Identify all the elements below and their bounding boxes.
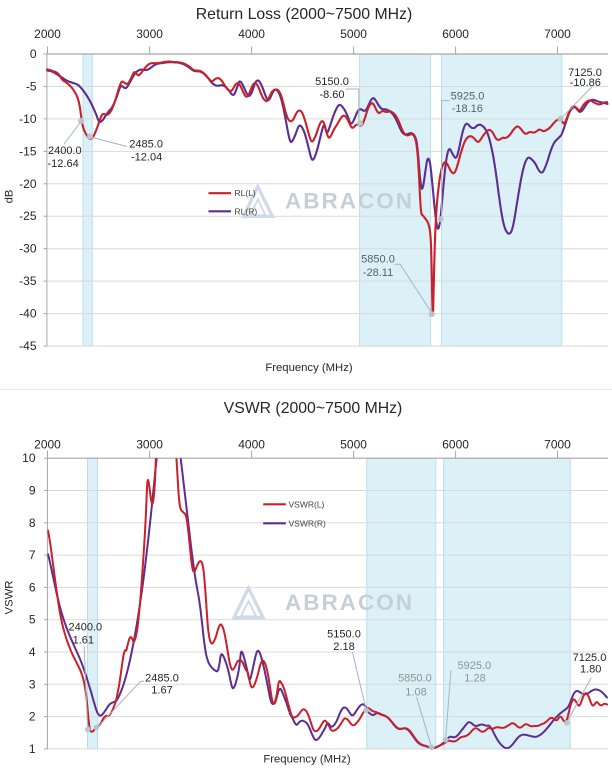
svg-text:5: 5 bbox=[29, 613, 36, 627]
svg-text:5000: 5000 bbox=[340, 27, 367, 41]
svg-text:VSWR(L): VSWR(L) bbox=[289, 499, 325, 509]
svg-text:8: 8 bbox=[29, 516, 36, 530]
svg-text:-20: -20 bbox=[19, 177, 37, 191]
svg-text:-5: -5 bbox=[26, 80, 37, 94]
svg-text:ABRACON: ABRACON bbox=[285, 189, 414, 214]
svg-text:5150.0: 5150.0 bbox=[315, 76, 349, 88]
svg-text:1.80: 1.80 bbox=[580, 663, 601, 675]
svg-text:-45: -45 bbox=[19, 339, 37, 353]
svg-text:1.61: 1.61 bbox=[73, 635, 94, 647]
svg-text:VSWR: VSWR bbox=[4, 581, 16, 615]
svg-text:3: 3 bbox=[29, 677, 36, 691]
svg-text:2.18: 2.18 bbox=[333, 641, 354, 653]
svg-text:-15: -15 bbox=[19, 144, 37, 158]
svg-text:2: 2 bbox=[29, 710, 36, 724]
svg-text:VSWR(R): VSWR(R) bbox=[289, 518, 326, 528]
svg-text:-12.64: -12.64 bbox=[48, 158, 79, 170]
svg-text:5850.0: 5850.0 bbox=[361, 254, 395, 266]
svg-text:1.08: 1.08 bbox=[405, 686, 426, 698]
svg-text:6: 6 bbox=[29, 580, 36, 594]
svg-text:-30: -30 bbox=[19, 242, 37, 256]
svg-text:6000: 6000 bbox=[442, 27, 469, 41]
svg-text:7000: 7000 bbox=[544, 27, 571, 41]
svg-text:0: 0 bbox=[30, 47, 37, 61]
svg-text:-8.60: -8.60 bbox=[319, 89, 344, 101]
svg-text:dB: dB bbox=[4, 190, 16, 204]
svg-text:7125.0: 7125.0 bbox=[568, 67, 602, 79]
svg-text:-25: -25 bbox=[19, 209, 37, 223]
svg-text:5150.0: 5150.0 bbox=[327, 629, 361, 641]
svg-text:1.67: 1.67 bbox=[151, 685, 172, 697]
svg-text:2400.0: 2400.0 bbox=[48, 145, 82, 157]
svg-text:4000: 4000 bbox=[238, 437, 265, 451]
svg-text:-18.16: -18.16 bbox=[452, 103, 483, 115]
svg-text:-40: -40 bbox=[19, 307, 37, 321]
svg-text:-12.04: -12.04 bbox=[131, 152, 162, 164]
svg-text:5925.0: 5925.0 bbox=[451, 90, 485, 102]
svg-text:10: 10 bbox=[22, 451, 36, 465]
svg-text:3000: 3000 bbox=[136, 437, 163, 451]
svg-text:4000: 4000 bbox=[238, 27, 265, 41]
svg-text:-10.86: -10.86 bbox=[570, 77, 601, 89]
svg-text:2485.0: 2485.0 bbox=[129, 139, 163, 151]
svg-text:7: 7 bbox=[29, 548, 36, 562]
svg-text:ABRACON: ABRACON bbox=[285, 590, 414, 615]
svg-text:3000: 3000 bbox=[136, 27, 163, 41]
svg-text:-28.11: -28.11 bbox=[363, 267, 393, 279]
svg-text:1: 1 bbox=[29, 742, 36, 756]
svg-text:Frequency (MHz): Frequency (MHz) bbox=[263, 754, 350, 766]
svg-text:2000: 2000 bbox=[34, 27, 61, 41]
svg-text:Frequency (MHz): Frequency (MHz) bbox=[265, 362, 352, 374]
svg-text:4: 4 bbox=[29, 645, 36, 659]
svg-text:2485.0: 2485.0 bbox=[145, 672, 179, 684]
svg-text:5925.0: 5925.0 bbox=[457, 660, 491, 672]
svg-text:5850.0: 5850.0 bbox=[398, 673, 432, 685]
svg-text:2000: 2000 bbox=[34, 437, 61, 451]
svg-text:7000: 7000 bbox=[544, 437, 571, 451]
svg-text:9: 9 bbox=[29, 484, 36, 498]
svg-text:6000: 6000 bbox=[442, 437, 469, 451]
svg-text:RL(L): RL(L) bbox=[235, 188, 256, 198]
svg-text:1.28: 1.28 bbox=[464, 673, 485, 685]
svg-text:5000: 5000 bbox=[340, 437, 367, 451]
svg-text:-10: -10 bbox=[19, 112, 37, 126]
svg-text:VSWR (2000~7500 MHz): VSWR (2000~7500 MHz) bbox=[224, 400, 403, 417]
svg-text:Return Loss (2000~7500 MHz): Return Loss (2000~7500 MHz) bbox=[196, 6, 412, 23]
svg-text:7125.0: 7125.0 bbox=[573, 652, 607, 664]
svg-text:2400.0: 2400.0 bbox=[68, 622, 102, 634]
svg-text:-35: -35 bbox=[19, 274, 37, 288]
svg-text:RL(R): RL(R) bbox=[235, 206, 258, 216]
